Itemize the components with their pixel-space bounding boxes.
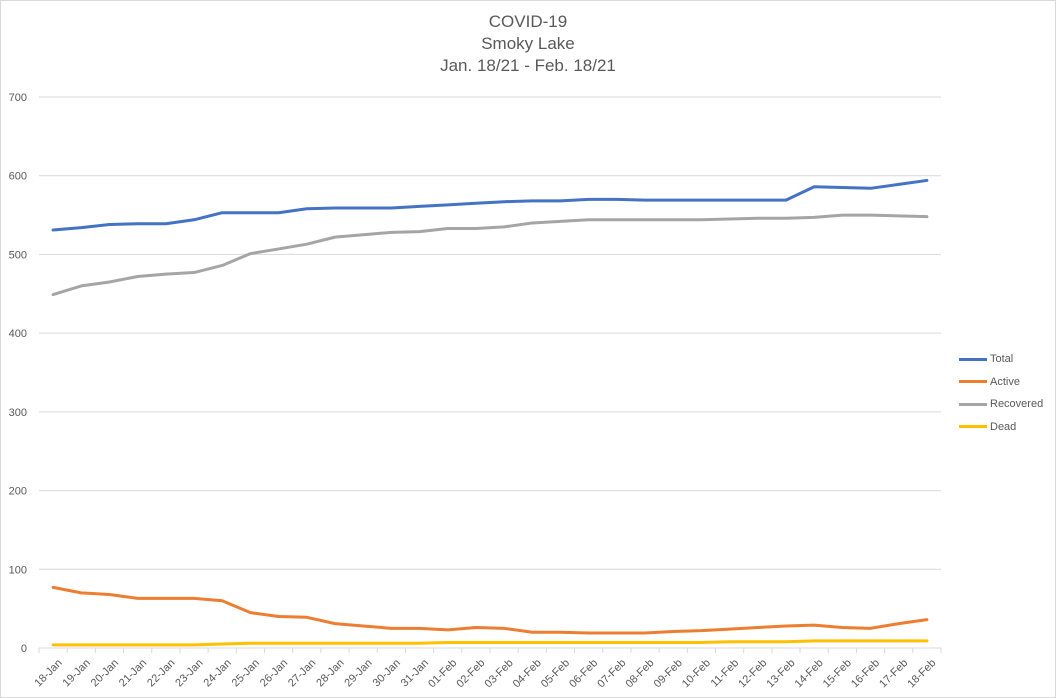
- x-tick-label: 17-Feb: [877, 657, 910, 690]
- x-tick-label: 29-Jan: [342, 657, 374, 689]
- x-tick-label: 07-Feb: [595, 657, 628, 690]
- x-tick-label: 24-Jan: [202, 657, 234, 689]
- x-tick-label: 31-Jan: [399, 657, 431, 689]
- x-tick-label: 08-Feb: [623, 657, 656, 690]
- x-tick-label: 20-Jan: [89, 657, 121, 689]
- series-line-active: [51, 585, 929, 635]
- x-tick-label: 15-Feb: [821, 657, 854, 690]
- legend-item-total[interactable]: Total: [959, 348, 1043, 371]
- x-tick-label: 25-Jan: [230, 657, 262, 689]
- x-tick-label: 23-Jan: [173, 657, 205, 689]
- x-tick-label: 13-Feb: [764, 657, 797, 690]
- chart-title: COVID-19 Smoky Lake Jan. 18/21 - Feb. 18…: [1, 11, 1055, 77]
- legend-swatch-total: [959, 357, 987, 361]
- x-tick-label: 18-Feb: [905, 657, 938, 690]
- y-tick-label: 0: [21, 643, 27, 655]
- legend-item-dead[interactable]: Dead: [959, 416, 1043, 439]
- x-tick-label: 02-Feb: [454, 657, 487, 690]
- x-tick-label: 19-Jan: [61, 657, 93, 689]
- x-tick-label: 04-Feb: [511, 657, 544, 690]
- x-tick-label: 05-Feb: [539, 657, 572, 690]
- x-tick-label: 01-Feb: [426, 657, 459, 690]
- chart-title-line-2: Smoky Lake: [481, 34, 575, 53]
- y-tick-label: 200: [9, 486, 27, 498]
- legend-label-recovered: Recovered: [990, 398, 1044, 411]
- y-tick-label: 500: [9, 249, 27, 261]
- chart-title-line-1: COVID-19: [488, 12, 568, 31]
- x-tick-label: 11-Feb: [709, 657, 742, 690]
- legend: Total Active Recovered Dead: [959, 348, 1043, 438]
- y-tick-label: 700: [9, 92, 27, 104]
- x-tick-label: 03-Feb: [483, 657, 516, 690]
- legend-label-active: Active: [990, 375, 1020, 388]
- y-tick-label: 300: [9, 407, 27, 419]
- x-tick-label: 28-Jan: [314, 657, 346, 689]
- legend-label-total: Total: [990, 353, 1014, 366]
- x-tick-label: 10-Feb: [680, 657, 713, 690]
- chart-title-line-3: Jan. 18/21 - Feb. 18/21: [440, 56, 616, 75]
- legend-swatch-recovered: [959, 402, 987, 406]
- y-tick-label: 100: [9, 564, 27, 576]
- series-line-dead: [51, 639, 929, 647]
- x-tick-label: 09-Feb: [652, 657, 685, 690]
- x-tick-label: 18-Jan: [32, 657, 64, 689]
- legend-item-active[interactable]: Active: [959, 371, 1043, 394]
- legend-swatch-dead: [959, 425, 987, 429]
- legend-item-recovered[interactable]: Recovered: [959, 393, 1043, 416]
- x-tick-label: 27-Jan: [286, 657, 318, 689]
- x-tick-label: 22-Jan: [145, 657, 177, 689]
- y-tick-label: 600: [9, 171, 27, 183]
- x-tick-label: 16-Feb: [849, 657, 882, 690]
- series-line-total: [51, 178, 929, 232]
- x-tick-label: 06-Feb: [567, 657, 600, 690]
- x-tick-label: 30-Jan: [371, 657, 403, 689]
- x-tick-label: 14-Feb: [793, 657, 826, 690]
- series-line-recovered: [51, 213, 929, 297]
- legend-swatch-active: [959, 380, 987, 384]
- legend-label-dead: Dead: [990, 420, 1017, 433]
- y-tick-label: 400: [9, 328, 27, 340]
- x-tick-label: 21-Jan: [117, 657, 149, 689]
- x-tick-label: 12-Feb: [736, 657, 769, 690]
- x-tick-label: 26-Jan: [258, 657, 290, 689]
